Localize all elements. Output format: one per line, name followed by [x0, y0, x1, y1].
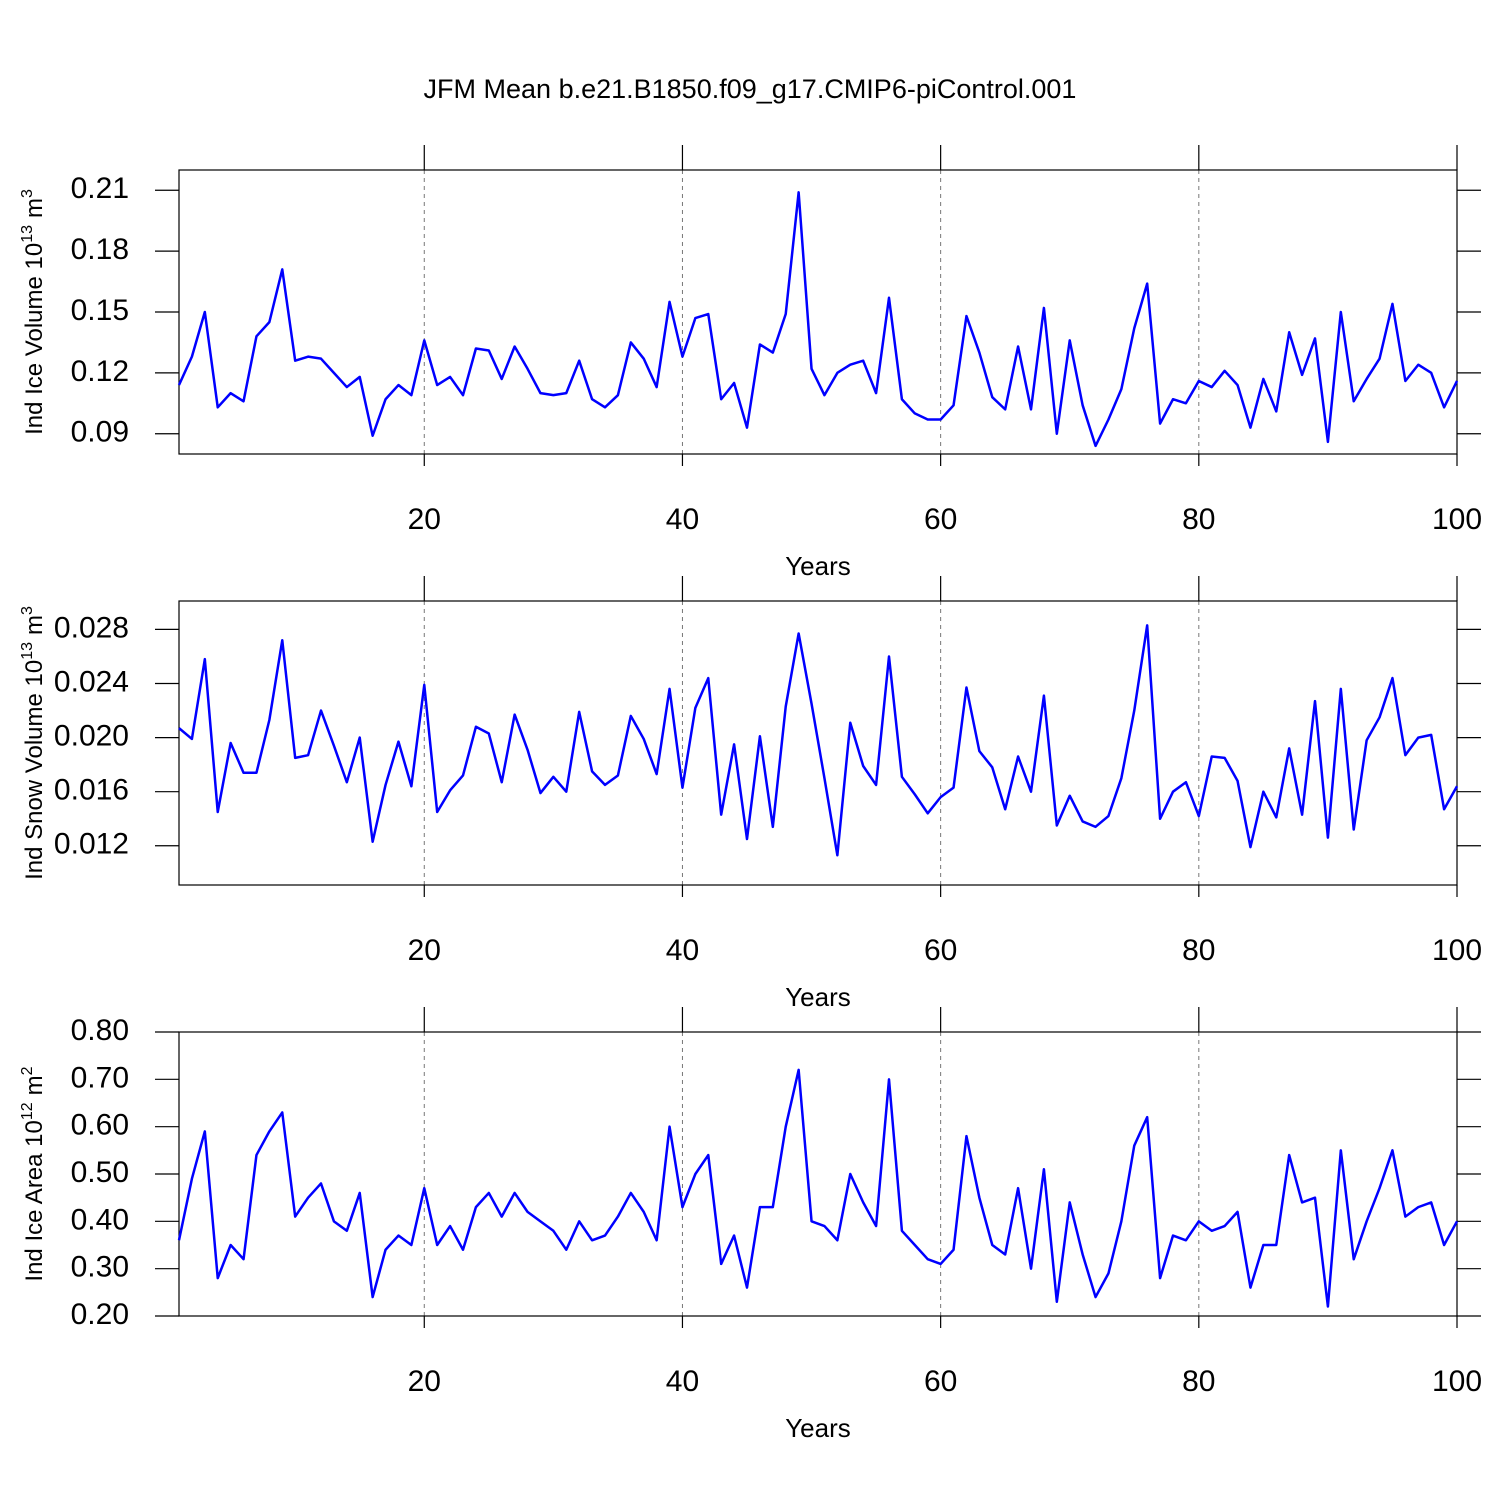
y-title-text: Ind Snow Volume 10	[21, 660, 48, 880]
x-tick-label: 40	[666, 1365, 699, 1398]
x-axis-title: Years	[785, 1413, 851, 1443]
data-line	[177, 1068, 1459, 1308]
x-axis-title: Years	[785, 551, 851, 581]
y-tick-label: 0.09	[71, 416, 129, 449]
y-tick-label: 0.18	[71, 233, 129, 266]
figure-title: JFM Mean b.e21.B1850.f09_g17.CMIP6-piCon…	[424, 74, 1077, 104]
x-tick-label: 20	[408, 1365, 441, 1398]
x-tick-label: 40	[666, 934, 699, 967]
y-tick-label: 0.012	[54, 828, 129, 861]
panel: 20 40 60 80 100 0.012 0.016 0.020 0.024 0.028 Year…	[19, 576, 1482, 1012]
y-tick-label: 0.15	[71, 294, 129, 327]
y-title-unit: m	[21, 198, 48, 218]
x-tick-label: 20	[408, 934, 441, 967]
y-title-exp: 13	[19, 642, 36, 660]
y-tick-label: 0.12	[71, 355, 129, 388]
y-tick-label: 0.50	[71, 1156, 129, 1189]
y-title-exp: 12	[19, 1102, 36, 1120]
y-title-text: Ind Ice Volume 10	[21, 243, 48, 435]
x-axis-title: Years	[785, 982, 851, 1012]
x-tick-label: 60	[924, 503, 957, 536]
y-title-unit-exp: 3	[19, 189, 36, 198]
plot-frame	[178, 169, 1458, 455]
data-line	[178, 624, 1459, 857]
y-tick-label: 0.20	[71, 1298, 129, 1331]
y-axis-title: Ind Snow Volume 1013 m3	[19, 606, 48, 880]
y-title-unit: m	[21, 615, 48, 635]
y-tick-label: 0.80	[71, 1014, 129, 1047]
y-tick-label: 0.024	[54, 665, 129, 698]
y-axis-title: Ind Ice Volume 1013 m3	[19, 189, 48, 435]
x-tick-label: 60	[924, 934, 957, 967]
plot-frame	[178, 600, 1458, 886]
x-tick-label: 20	[408, 503, 441, 536]
y-title-unit-exp: 2	[19, 1066, 36, 1075]
y-title-unit: m	[21, 1075, 48, 1095]
x-tick-label: 40	[666, 503, 699, 536]
y-tick-label: 0.70	[71, 1061, 129, 1094]
x-tick-label: 60	[924, 1365, 957, 1398]
y-tick-label: 0.30	[71, 1251, 129, 1284]
y-tick-label: 0.40	[71, 1203, 129, 1236]
y-axis-title: Ind Ice Area 1012 m2	[19, 1066, 48, 1281]
y-tick-label: 0.60	[71, 1109, 129, 1142]
y-tick-label: 0.028	[54, 611, 129, 644]
y-tick-label: 0.016	[54, 774, 129, 807]
y-title-exp: 13	[19, 225, 36, 243]
y-tick-label: 0.21	[71, 172, 129, 205]
x-tick-label: 80	[1182, 503, 1215, 536]
data-line	[177, 191, 1459, 448]
y-title-unit-exp: 3	[19, 606, 36, 615]
panel: 20 40 60 80 100 0.20 0.30 0.40 0.50 0.60 0.70 0.80 Y…	[19, 1007, 1482, 1443]
y-title-text: Ind Ice Area 10	[21, 1120, 48, 1281]
x-tick-label: 80	[1182, 934, 1215, 967]
x-tick-label: 100	[1432, 503, 1482, 536]
x-tick-label: 100	[1432, 934, 1482, 967]
panel: 20 40 60 80 100 0.09 0.12 0.15 0.18 0.21 Years Ind …	[19, 145, 1482, 581]
x-tick-label: 80	[1182, 1365, 1215, 1398]
y-tick-label: 0.020	[54, 720, 129, 753]
plot-frame	[178, 1031, 1458, 1317]
x-tick-label: 100	[1432, 1365, 1482, 1398]
